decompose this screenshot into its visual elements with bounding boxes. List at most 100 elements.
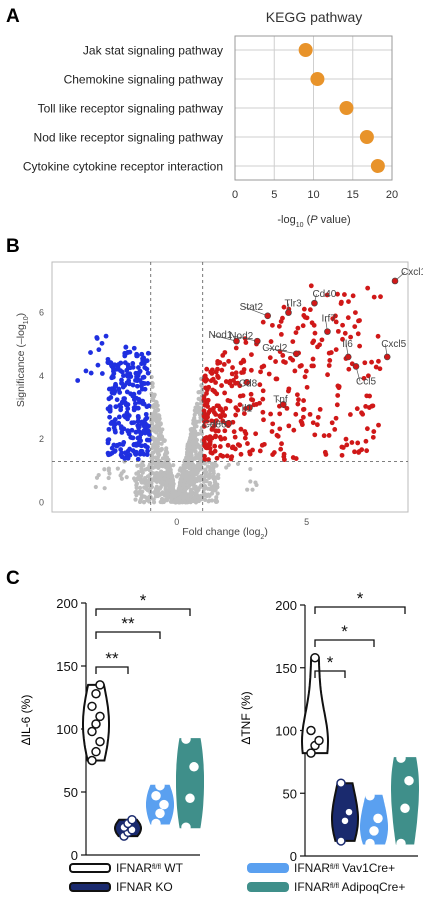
violin-point	[365, 838, 375, 849]
volcano-point-ns	[156, 437, 161, 442]
volcano-point-up	[359, 410, 364, 416]
volcano-point-ns	[141, 463, 146, 468]
volcano-point-ns	[199, 473, 204, 479]
volcano-point-ns	[153, 439, 158, 445]
volcano-point-ns	[140, 489, 145, 494]
volcano-point-ns	[202, 497, 208, 503]
volcano-point-down	[119, 400, 125, 406]
kegg-category-label: Cytokine cytokine receptor interaction	[23, 160, 223, 174]
volcano-point-down	[125, 371, 130, 377]
volcano-point-up	[370, 434, 376, 440]
volcano-point-down	[130, 393, 136, 399]
volcano-point-up	[301, 398, 306, 403]
volcano-point-down	[118, 452, 124, 458]
volcano-point-up	[202, 441, 207, 447]
volcano-point-down	[88, 370, 94, 376]
volcano-point-ns	[170, 481, 176, 486]
volcano-point-up	[253, 431, 259, 437]
volcano-point-down	[143, 421, 148, 427]
volcano-point-ns	[197, 459, 203, 464]
volcano-point-up	[335, 328, 341, 334]
volcano-point-down	[133, 371, 139, 377]
volcano-point-up	[273, 376, 279, 382]
volcano-point-up	[330, 316, 336, 322]
volcano-point-down	[146, 403, 152, 409]
violin-y-tick-label: 50	[64, 785, 78, 800]
volcano-point-up	[279, 441, 284, 447]
volcano-point-ns	[170, 478, 176, 483]
volcano-point-up	[333, 347, 339, 352]
volcano-point-up	[333, 319, 339, 325]
significance-bracket	[314, 670, 346, 678]
violin-point	[189, 762, 199, 772]
volcano-point-down	[103, 333, 109, 339]
volcano-y-tick-label: 2	[39, 434, 44, 444]
volcano-point-up	[222, 413, 228, 418]
volcano-point-down	[112, 448, 118, 454]
violin-y-tick-label: 150	[275, 661, 297, 676]
volcano-gene-leader	[212, 334, 237, 342]
volcano-point-ns	[137, 485, 143, 491]
volcano-point-down	[118, 424, 124, 430]
violin-point	[155, 808, 165, 819]
volcano-point-up	[364, 426, 370, 432]
volcano-point-ns	[171, 463, 176, 468]
volcano-point-ns	[164, 497, 170, 503]
volcano-point-down	[136, 396, 142, 402]
volcano-point-up	[312, 432, 318, 438]
volcano-gene-point	[264, 312, 271, 320]
volcano-point-up	[366, 405, 372, 410]
volcano-chart: Fold change (log2) Significance (–log10)…	[15, 261, 423, 541]
volcano-point-ns	[164, 480, 169, 485]
volcano-point-down	[136, 428, 142, 434]
volcano-point-up	[237, 402, 243, 408]
volcano-point-up	[315, 344, 320, 350]
volcano-point-up	[270, 421, 276, 427]
volcano-gene-point	[243, 378, 251, 386]
volcano-point-down	[94, 335, 100, 340]
volcano-point-up	[315, 414, 321, 420]
violin-y-tick-label: 200	[56, 596, 78, 611]
volcano-point-ns	[208, 468, 213, 473]
volcano-point-ns	[153, 462, 158, 467]
volcano-point-ns	[181, 473, 186, 478]
volcano-point-ns	[250, 487, 255, 492]
violin-point	[336, 836, 346, 846]
volcano-point-ns	[213, 497, 219, 502]
volcano-point-ns	[176, 491, 181, 496]
volcano-point-down	[109, 419, 115, 425]
volcano-point-ns	[169, 484, 174, 490]
volcano-point-ns	[144, 483, 149, 488]
volcano-point-ns	[155, 474, 160, 479]
volcano-point-down	[75, 378, 81, 383]
volcano-point-ns	[198, 463, 203, 468]
volcano-point-up	[326, 363, 332, 368]
volcano-point-ns	[152, 415, 157, 420]
volcano-point-down	[114, 397, 120, 403]
volcano-point-up	[208, 369, 214, 375]
volcano-point-ns	[106, 468, 111, 473]
volcano-point-up	[213, 412, 219, 417]
legend-label: IFNARfl/fl AdipoqCre+	[294, 880, 405, 894]
volcano-point-ns	[139, 466, 144, 471]
volcano-point-ns	[164, 489, 169, 495]
volcano-point-down	[134, 353, 140, 359]
volcano-point-up	[241, 357, 246, 363]
volcano-point-up	[269, 322, 275, 328]
volcano-point-up	[348, 334, 354, 340]
volcano-point-down	[139, 449, 145, 454]
volcano-point-up	[214, 391, 220, 397]
volcano-point-up	[260, 319, 266, 325]
volcano-point-up	[357, 343, 363, 349]
volcano-point-down	[144, 358, 150, 364]
significance-bracket	[314, 639, 375, 647]
volcano-point-up	[293, 330, 299, 336]
volcano-point-down	[106, 386, 112, 392]
volcano-gene-point	[383, 353, 391, 361]
volcano-point-up	[300, 414, 306, 420]
volcano-point-up	[248, 391, 254, 397]
legend-swatch	[69, 863, 111, 873]
volcano-point-up	[362, 360, 368, 366]
volcano-point-up	[229, 454, 235, 460]
